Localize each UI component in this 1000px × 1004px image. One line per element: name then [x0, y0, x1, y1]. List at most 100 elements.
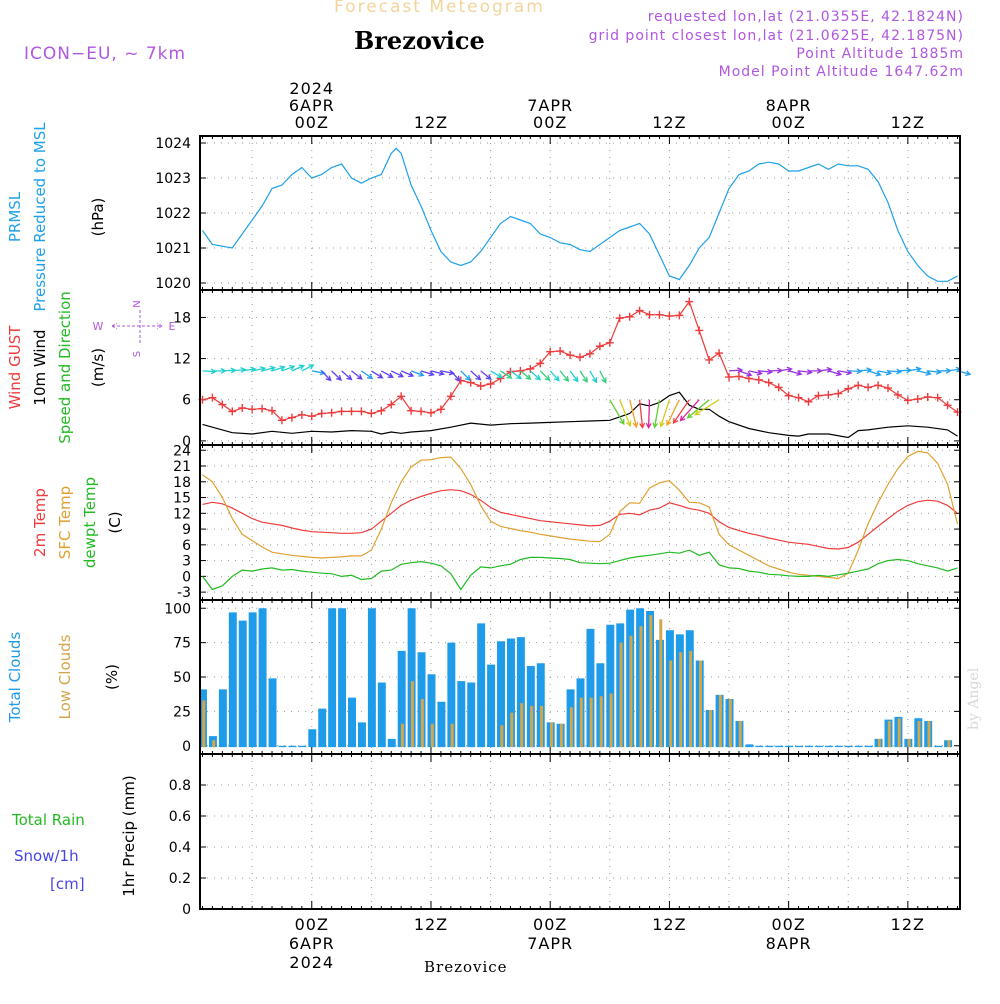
gust-marker	[665, 312, 674, 321]
wind-direction-arrow	[510, 370, 523, 380]
low-cloud-bar	[679, 652, 683, 748]
low-cloud-bar	[599, 696, 603, 748]
total-cloud-bar	[218, 689, 227, 748]
gust-marker	[883, 384, 892, 393]
wind-direction-arrow	[321, 370, 332, 382]
compass-east-label: E	[169, 320, 176, 333]
wind-direction-arrow	[659, 399, 671, 428]
total-cloud-bar	[745, 744, 754, 748]
top-time-label: 12Z	[891, 113, 925, 132]
gust-marker	[804, 397, 813, 406]
total-cloud-bar	[765, 745, 774, 748]
bottom-time-label: 7APR	[527, 934, 573, 953]
panel-label--: (%)	[103, 664, 121, 690]
compass-south-label: S	[132, 351, 143, 357]
wind-direction-arrow	[380, 370, 394, 378]
low-cloud-bar	[649, 615, 653, 748]
y-tick-label: 1023	[155, 171, 191, 187]
top-time-label: 6APR	[289, 96, 335, 115]
low-cloud-bar	[430, 723, 434, 748]
total-cloud-bar	[357, 722, 366, 748]
total-cloud-bar	[427, 674, 436, 748]
total-cloud-bar	[437, 701, 446, 748]
total-cloud-bar	[377, 682, 386, 748]
location-title: Brezovice	[354, 26, 485, 55]
gust-marker	[218, 400, 227, 409]
y-tick-label: 75	[173, 636, 191, 652]
wind-direction-arrow	[361, 370, 374, 380]
y-tick-label: 6	[182, 393, 191, 409]
low-cloud-bar	[579, 697, 583, 748]
y-tick-label: 18	[173, 310, 191, 326]
wind-direction-arrow	[529, 370, 542, 381]
gust-marker	[754, 375, 763, 384]
gust-marker	[824, 390, 833, 399]
gust-marker	[923, 392, 932, 401]
total-cloud-bar	[536, 663, 545, 748]
low-cloud-bar	[609, 693, 613, 748]
wind-direction-arrow	[738, 370, 753, 377]
panel-label-speed-and-direction: Speed and Direction	[56, 291, 74, 444]
total-cloud-bar	[775, 745, 784, 748]
bottom-time-label: 00Z	[533, 915, 567, 934]
wind-direction-arrow	[569, 370, 579, 383]
low-cloud-bar	[559, 723, 563, 748]
gust-marker	[407, 406, 416, 415]
wind-direction-arrow	[609, 399, 625, 426]
gust-marker	[337, 407, 346, 416]
top-time-label: 12Z	[652, 113, 686, 132]
wind-direction-arrow	[351, 370, 363, 380]
top-time-label: 00Z	[295, 113, 329, 132]
y-tick-label: -3	[177, 585, 191, 601]
gust-marker	[307, 412, 316, 421]
wind-direction-arrow	[579, 370, 588, 383]
credit-watermark: by Angel	[966, 667, 982, 730]
total-cloud-bar	[278, 745, 287, 748]
bottom-time-label: 00Z	[295, 915, 329, 934]
low-cloud-bar	[589, 697, 593, 748]
panel-label-snow: Snow/1h	[14, 847, 79, 865]
gust-marker	[228, 407, 237, 416]
total-cloud-bar	[328, 608, 337, 748]
requested-coords: requested lon,lat (21.0355E, 42.1824N)	[647, 9, 964, 25]
y-tick-label: 0	[182, 569, 191, 585]
total-cloud-bar	[755, 745, 764, 748]
low-cloud-bar	[718, 694, 722, 748]
low-cloud-bar	[550, 722, 553, 748]
low-cloud-bar	[629, 635, 633, 748]
panel-label-dewpt-temp: dewpt Temp	[81, 477, 99, 568]
low-cloud-bar	[410, 681, 414, 748]
y-tick-label: 1024	[155, 136, 191, 152]
gust-marker	[605, 338, 614, 347]
gust-marker	[725, 373, 734, 382]
wind-direction-arrow	[788, 370, 803, 376]
wind-direction-arrow	[686, 399, 710, 419]
total-cloud-bar	[497, 641, 505, 748]
total-cloud-bar	[805, 745, 813, 748]
low-cloud-bar	[530, 705, 534, 748]
wind-direction-arrow	[470, 370, 482, 381]
panel-frame	[199, 135, 961, 291]
gust-marker	[476, 382, 485, 391]
wind-direction-arrow	[549, 370, 560, 382]
wind-direction-arrow	[559, 370, 570, 383]
total-cloud-bar	[387, 738, 396, 748]
low-cloud-bar	[877, 738, 881, 748]
wind-direction-arrow	[828, 370, 843, 377]
gust-marker	[675, 311, 684, 320]
wind-direction-arrow	[390, 370, 405, 378]
low-cloud-bar	[500, 725, 504, 748]
low-cloud-bar	[510, 712, 514, 748]
y-tick-label: 0.6	[169, 809, 191, 825]
panel-frame	[199, 753, 961, 910]
wind-direction-arrow	[490, 370, 503, 379]
low-cloud-bar	[907, 738, 911, 748]
wind-direction-arrow	[672, 399, 690, 424]
top-time-label: 2024	[289, 79, 334, 98]
panel-label-sfc-temp: SFC Temp	[56, 486, 74, 559]
wind-direction-arrow	[652, 399, 661, 429]
wind-direction-arrow	[480, 370, 492, 380]
gust-marker	[327, 408, 336, 417]
gust-marker	[625, 312, 634, 321]
gust-marker	[536, 359, 545, 368]
